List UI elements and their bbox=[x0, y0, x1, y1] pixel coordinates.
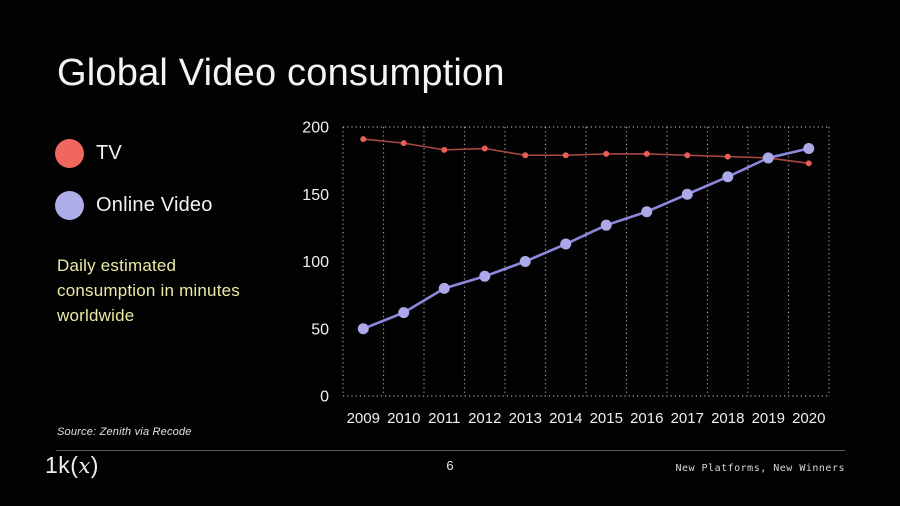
legend-label-tv: TV bbox=[96, 141, 122, 164]
svg-text:2011: 2011 bbox=[428, 410, 460, 427]
svg-text:50: 50 bbox=[311, 321, 329, 338]
svg-text:100: 100 bbox=[302, 254, 329, 271]
slide-title: Global Video consumption bbox=[57, 52, 505, 94]
chart-canvas: 0 50 100 150 200 2009 2010 2011 2012 2013 2014 2015… bbox=[302, 120, 830, 427]
svg-text:2010: 2010 bbox=[387, 410, 420, 427]
svg-text:2016: 2016 bbox=[630, 410, 663, 427]
legend-item-online-video: Online Video bbox=[55, 190, 213, 220]
chart-description: Daily estimated consumption in minutes w… bbox=[57, 256, 240, 325]
company-logo: 1k(x) bbox=[45, 452, 99, 478]
svg-text:2012: 2012 bbox=[468, 410, 501, 427]
legend-item-tv: TV bbox=[55, 138, 213, 168]
svg-text:2013: 2013 bbox=[509, 410, 542, 427]
svg-text:2014: 2014 bbox=[549, 410, 582, 427]
footer-divider bbox=[56, 450, 845, 451]
line-chart: 0 50 100 150 200 2009 2010 2011 2012 2013 2014 2015… bbox=[270, 115, 870, 445]
svg-text:2017: 2017 bbox=[671, 410, 704, 427]
online-video-legend-dot-icon bbox=[55, 190, 84, 220]
svg-text:150: 150 bbox=[302, 187, 329, 204]
chart-legend: TV Online Video bbox=[55, 138, 213, 242]
svg-text:200: 200 bbox=[302, 120, 329, 137]
svg-text:2015: 2015 bbox=[590, 410, 623, 427]
svg-text:2018: 2018 bbox=[711, 410, 744, 427]
tv-legend-dot-icon bbox=[55, 138, 84, 168]
source-note: Source: Zenith via Recode bbox=[57, 426, 192, 438]
deck-tagline: New Platforms, New Winners bbox=[675, 463, 845, 474]
page-number: 6 bbox=[446, 458, 454, 473]
legend-label-online-video: Online Video bbox=[96, 193, 213, 216]
svg-text:2009: 2009 bbox=[347, 410, 380, 427]
svg-text:2020: 2020 bbox=[792, 410, 825, 427]
svg-text:2019: 2019 bbox=[752, 410, 785, 427]
svg-text:0: 0 bbox=[320, 389, 329, 406]
